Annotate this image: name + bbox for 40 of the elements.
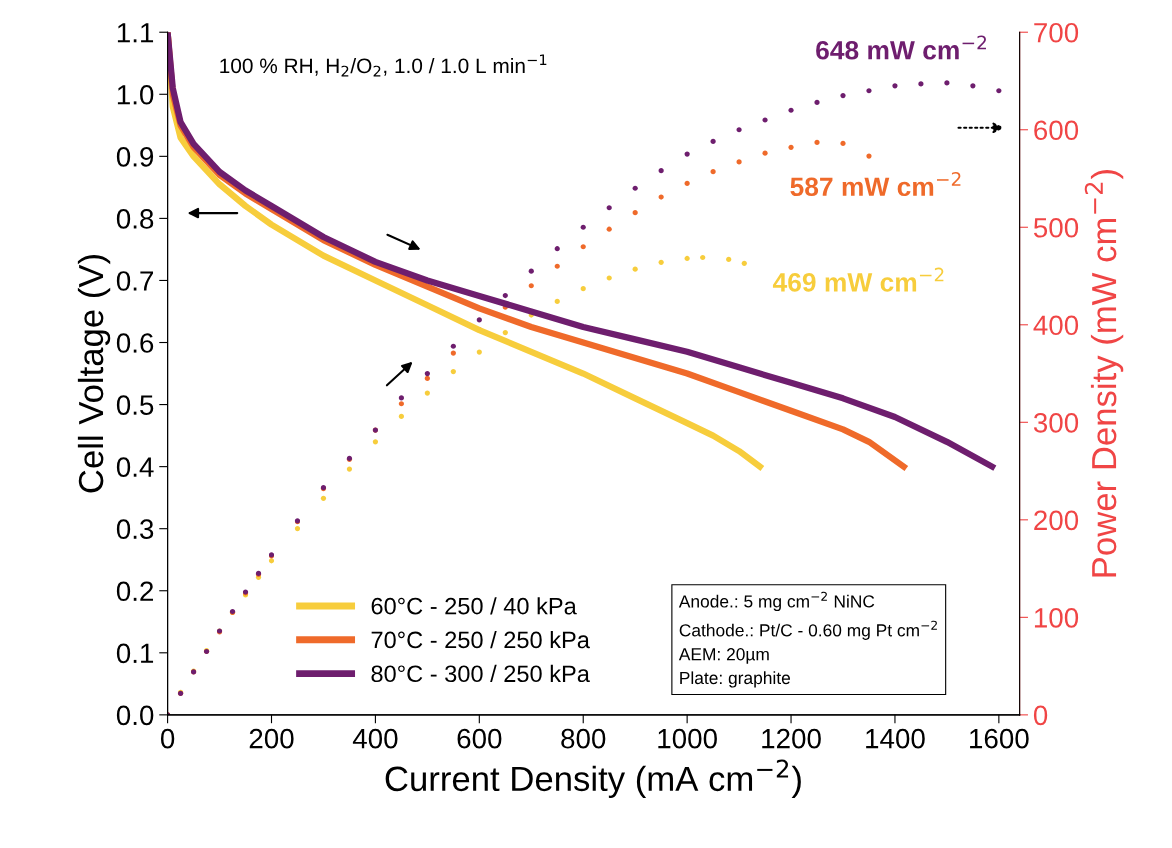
x-tick-label: 200 (249, 728, 294, 749)
y-tick-label: 1.0 (117, 84, 154, 105)
y-axis-title: Cell Voltage (V) (77, 255, 111, 493)
annotation: 100 % RH, H$_{2}$/O$_{2}$, 1.0 / 1.0 L min$^{−1}$ (220, 54, 547, 77)
y2-tick-label: 200 (1034, 510, 1079, 531)
y-tick-label: 0.5 (116, 395, 154, 415)
y-tick-label: 0.7 (116, 271, 154, 291)
x-tick-label: 1200 (762, 728, 821, 749)
annotation: 469 mW cm$^{−2}$ (772, 267, 944, 292)
y-tick-label: 0.3 (116, 519, 154, 540)
y2-tick-label: 600 (1034, 120, 1079, 141)
y-tick-label: 0.0 (116, 705, 154, 726)
x-tick-label: 1000 (658, 728, 717, 749)
y2-tick-label: 700 (1034, 22, 1079, 43)
y-tick-label: 0.8 (116, 209, 154, 229)
x-tick-label: 1400 (866, 728, 925, 749)
legend-label: 80°C - 300 / 250 kPa (371, 664, 590, 683)
x-tick-label: 600 (457, 728, 502, 749)
legend-label: 70°C - 250 / 250 kPa (371, 630, 590, 649)
y2-tick-label: 300 (1033, 412, 1079, 433)
y-tick-label: 0.9 (116, 147, 154, 167)
x-tick-label: 400 (352, 728, 398, 749)
y2-tick-label: 100 (1034, 608, 1079, 628)
y-tick-label: 0.4 (116, 457, 154, 477)
y-tick-label: 1.1 (117, 23, 154, 43)
y-tick-label: 0.6 (116, 333, 154, 353)
x-axis-title: Current Density (mA cm$^{−2}$) (385, 759, 801, 799)
y-tick-label: 0.1 (116, 643, 154, 664)
y2-tick-label: 400 (1033, 315, 1079, 336)
annotation: 587 mW cm$^{−2}$ (790, 172, 961, 197)
y2-tick-label: 0 (1033, 705, 1048, 726)
y2-tick-label: 500 (1033, 217, 1079, 238)
x-tick-label: 1600 (970, 728, 1029, 749)
y2-axis-title: Power Density (mW cm$^{−2}$) (1084, 170, 1124, 577)
y-tick-label: 0.2 (116, 581, 154, 602)
annotation: 648 mW cm$^{−2}$ (816, 35, 986, 60)
x-tick-label: 0 (160, 728, 175, 749)
legend-label: 60°C - 250 / 40 kPa (371, 597, 577, 615)
x-tick-label: 800 (561, 728, 606, 749)
text: Anode.: 5 mg cm$^{−2}$ NiNC Cathode.: Pt/C - 0.60 mg Pt cm$^{−2}$ AEM: 20µm Plate: graphite (678, 591, 937, 688)
